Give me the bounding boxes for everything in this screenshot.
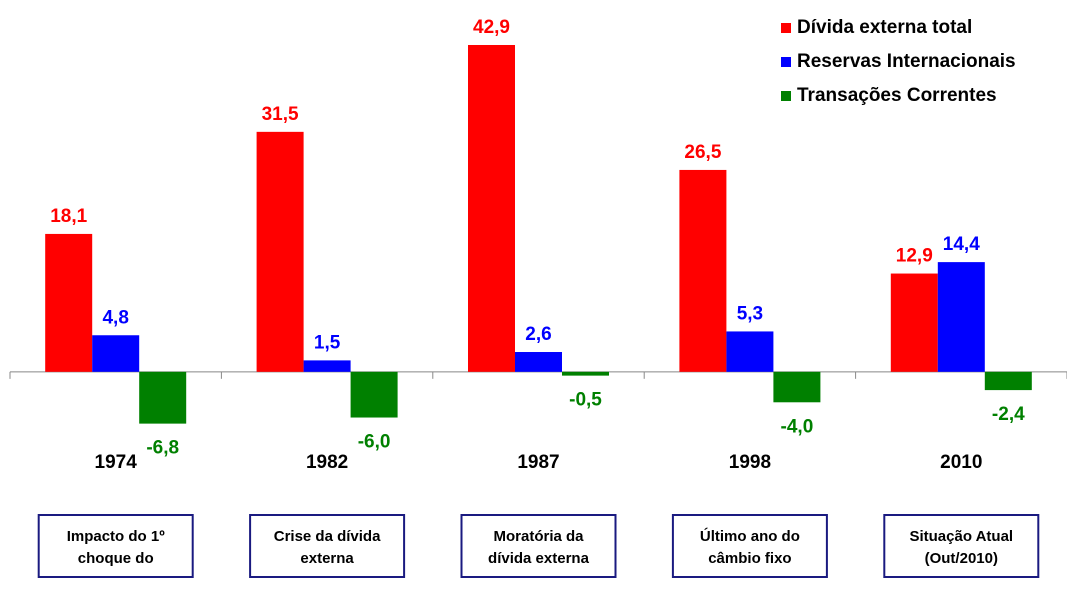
value-label: -2,4 — [992, 404, 1025, 425]
bar — [773, 371, 821, 403]
bar — [92, 335, 140, 372]
bar — [515, 352, 562, 372]
note-text: (Out/2010) — [925, 550, 998, 567]
note-box — [460, 514, 617, 578]
note-box — [671, 514, 828, 578]
bar — [937, 262, 985, 372]
value-label: -6,8 — [146, 438, 179, 459]
x-tick-label: 1974 — [95, 452, 138, 473]
bar — [984, 371, 1032, 391]
x-tick-label: 1998 — [729, 452, 771, 473]
x-tick-label: 2010 — [940, 452, 982, 473]
bar — [303, 360, 351, 372]
note-text: externa — [300, 550, 354, 567]
note-text: câmbio fixo — [708, 550, 791, 567]
value-label: 2,6 — [525, 324, 551, 345]
note-text: choque do — [78, 550, 154, 567]
x-tick-label: 1982 — [306, 452, 348, 473]
legend-swatch — [781, 57, 791, 67]
note-text: Último ano do — [700, 527, 800, 545]
note-text: Moratória da — [493, 528, 584, 545]
value-label: 12,9 — [896, 246, 933, 267]
value-label: 18,1 — [50, 206, 87, 227]
bar — [468, 44, 515, 372]
bar — [45, 233, 93, 372]
bar — [350, 371, 398, 418]
value-label: -4,0 — [781, 416, 814, 437]
bar — [256, 131, 304, 372]
legend-label: Transações Correntes — [797, 85, 997, 106]
value-label: 1,5 — [314, 332, 341, 353]
bar — [726, 331, 774, 372]
bar — [139, 371, 187, 424]
value-label: -0,5 — [569, 390, 602, 411]
note-box — [37, 514, 194, 578]
legend-label: Reservas Internacionais — [797, 51, 1016, 72]
bar — [890, 273, 938, 372]
bar — [562, 371, 609, 376]
legend-swatch — [781, 91, 791, 101]
note-text: dívida externa — [488, 550, 590, 567]
value-label: 26,5 — [684, 142, 721, 163]
value-label: 4,8 — [102, 307, 128, 328]
note-text: Situação Atual — [909, 528, 1013, 545]
x-tick-label: 1987 — [517, 452, 559, 473]
legend-label: Dívida externa total — [797, 17, 972, 38]
note-text: Impacto do 1º — [67, 528, 166, 545]
note-box — [883, 514, 1040, 578]
value-label: 5,3 — [737, 303, 763, 324]
value-label: 42,9 — [473, 17, 510, 38]
value-label: 31,5 — [262, 104, 299, 125]
bar — [679, 169, 727, 372]
value-label: -6,0 — [358, 432, 391, 453]
value-label: 14,4 — [943, 234, 980, 255]
legend-swatch — [781, 23, 791, 33]
note-text: Crise da dívida — [274, 528, 381, 545]
note-box — [249, 514, 406, 578]
